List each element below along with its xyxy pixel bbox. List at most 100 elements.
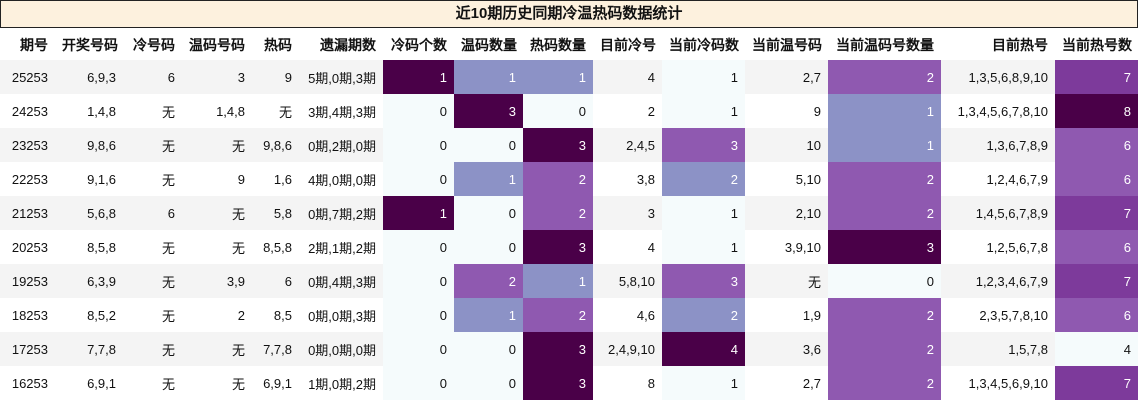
table-cell: 6 xyxy=(252,264,299,298)
table-cell: 9,8,6 xyxy=(252,128,299,162)
table-cell: 23253 xyxy=(0,128,55,162)
column-header: 开奖号码 xyxy=(62,37,118,53)
table-cell: 6,9,1 xyxy=(55,366,123,400)
table-cell: 2 xyxy=(593,94,662,128)
table-cell: 3,6 xyxy=(745,332,828,366)
column-header: 当前温码号数量 xyxy=(836,37,934,53)
heatmap-cell: 4 xyxy=(1055,332,1138,366)
table-cell: 4 xyxy=(593,230,662,264)
table-cell: 无 xyxy=(123,366,182,400)
heatmap-cell: 7 xyxy=(1055,264,1138,298)
table-cell: 无 xyxy=(182,128,252,162)
table-cell: 8,5,8 xyxy=(55,230,123,264)
heatmap-cell: 0 xyxy=(383,332,454,366)
table-cell: 无 xyxy=(123,162,182,196)
heatmap-cell: 0 xyxy=(454,128,523,162)
table-row: 22253 9,1,6 无 9 1,6 4期,0期,0期 0 1 2 3,8 2 5,10 2 1,2,4… xyxy=(0,162,1138,196)
table-cell: 4 xyxy=(593,60,662,94)
table-cell: 0期,4期,3期 xyxy=(299,264,383,298)
heatmap-cell: 7 xyxy=(1055,196,1138,230)
heatmap-cell: 0 xyxy=(454,332,523,366)
column-header: 期号 xyxy=(20,37,48,53)
heatmap-cell: 2 xyxy=(828,60,941,94)
heatmap-cell: 3 xyxy=(523,128,593,162)
table-cell: 6 xyxy=(123,60,182,94)
table-cell: 3,8 xyxy=(593,162,662,196)
table-cell: 17253 xyxy=(0,332,55,366)
table-cell: 无 xyxy=(252,94,299,128)
table-cell: 1,2,4,6,7,9 xyxy=(941,162,1055,196)
header-row: 期号 开奖号码 冷号码 温码号码 热码 遗漏期数 冷码个数 温码数量 热码数量 目前冷号 当前冷码数… xyxy=(0,30,1138,60)
table-cell: 1,2,5,6,7,8 xyxy=(941,230,1055,264)
heatmap-cell: 3 xyxy=(523,230,593,264)
heatmap-cell: 3 xyxy=(523,332,593,366)
table-cell: 无 xyxy=(182,230,252,264)
table-cell: 3 xyxy=(593,196,662,230)
table-row: 24253 1,4,8 无 1,4,8 无 3期,4期,3期 0 3 0 2 1 9 1 1,3,4,5,… xyxy=(0,94,1138,128)
table-cell: 1,3,6,7,8,9 xyxy=(941,128,1055,162)
heatmap-cell: 3 xyxy=(454,94,523,128)
heatmap-cell: 2 xyxy=(828,162,941,196)
heatmap-cell: 0 xyxy=(383,264,454,298)
heatmap-cell: 1 xyxy=(454,298,523,332)
table-cell: 无 xyxy=(123,230,182,264)
heatmap-cell: 0 xyxy=(454,230,523,264)
heatmap-cell: 2 xyxy=(454,264,523,298)
column-header: 热码 xyxy=(264,37,292,53)
table-cell: 5,10 xyxy=(745,162,828,196)
column-header: 当前温号码 xyxy=(752,37,822,53)
table-cell: 2,7 xyxy=(745,60,828,94)
heatmap-cell: 1 xyxy=(662,94,745,128)
table-cell: 16253 xyxy=(0,366,55,400)
table-cell: 无 xyxy=(123,128,182,162)
heatmap-cell: 1 xyxy=(662,366,745,400)
heatmap-cell: 0 xyxy=(523,94,593,128)
column-header: 当前冷码数 xyxy=(669,37,739,53)
column-header: 目前冷号 xyxy=(600,37,656,53)
heatmap-cell: 0 xyxy=(383,366,454,400)
table-cell: 24253 xyxy=(0,94,55,128)
table-cell: 1,5,7,8 xyxy=(941,332,1055,366)
heatmap-cell: 2 xyxy=(828,196,941,230)
table-cell: 5,8 xyxy=(252,196,299,230)
table-cell: 1,3,5,6,8,9,10 xyxy=(941,60,1055,94)
heatmap-cell: 0 xyxy=(383,94,454,128)
heatmap-cell: 1 xyxy=(662,230,745,264)
table-row: 17253 7,7,8 无无 7,7,8 0期,0期,0期 0 0 3 2,4,9,10 4 3,6… xyxy=(0,332,1138,366)
table-cell: 无 xyxy=(182,366,252,400)
heatmap-cell: 0 xyxy=(383,128,454,162)
table-cell: 0期,2期,0期 xyxy=(299,128,383,162)
table-cell: 2 xyxy=(182,298,252,332)
heatmap-cell: 2 xyxy=(662,162,745,196)
heatmap-cell: 8 xyxy=(1055,94,1138,128)
heatmap-cell: 0 xyxy=(454,366,523,400)
table-cell: 4期,0期,0期 xyxy=(299,162,383,196)
table-row: 16253 6,9,1 无无 6,9,1 1期,0期,2期 0 0 3 8 1 2,7 2 1,3,4,… xyxy=(0,366,1138,400)
table-cell: 无 xyxy=(123,264,182,298)
table-cell: 0期,7期,2期 xyxy=(299,196,383,230)
table-cell: 2,3,5,7,8,10 xyxy=(941,298,1055,332)
column-header: 温码数量 xyxy=(461,37,517,53)
table-cell: 5,6,8 xyxy=(55,196,123,230)
table-body: 25253 6,9,3 6 3 9 5期,0期,3期 1 1 1 4 1 2,7 2 1,3,5,6,8,… xyxy=(0,60,1138,400)
heatmap-cell: 6 xyxy=(1055,230,1138,264)
heatmap-cell: 2 xyxy=(523,196,593,230)
table-cell: 0期,0期,0期 xyxy=(299,332,383,366)
table-cell: 5期,0期,3期 xyxy=(299,60,383,94)
column-header: 目前热号 xyxy=(992,37,1048,53)
heatmap-cell: 1 xyxy=(828,128,941,162)
table-cell: 1,3,4,5,6,9,10 xyxy=(941,366,1055,400)
heatmap-cell: 1 xyxy=(523,264,593,298)
heatmap-cell: 1 xyxy=(454,60,523,94)
table-cell: 1,2,3,4,6,7,9 xyxy=(941,264,1055,298)
table-cell: 无 xyxy=(182,332,252,366)
column-header: 冷号码 xyxy=(133,37,175,53)
table-cell: 10 xyxy=(745,128,828,162)
table-cell: 无 xyxy=(123,332,182,366)
heatmap-cell: 3 xyxy=(828,230,941,264)
table-cell: 6,9,1 xyxy=(252,366,299,400)
table-cell: 1,3,4,5,6,7,8,10 xyxy=(941,94,1055,128)
heatmap-cell: 7 xyxy=(1055,366,1138,400)
heatmap-cell: 6 xyxy=(1055,128,1138,162)
table-cell: 3,9 xyxy=(182,264,252,298)
